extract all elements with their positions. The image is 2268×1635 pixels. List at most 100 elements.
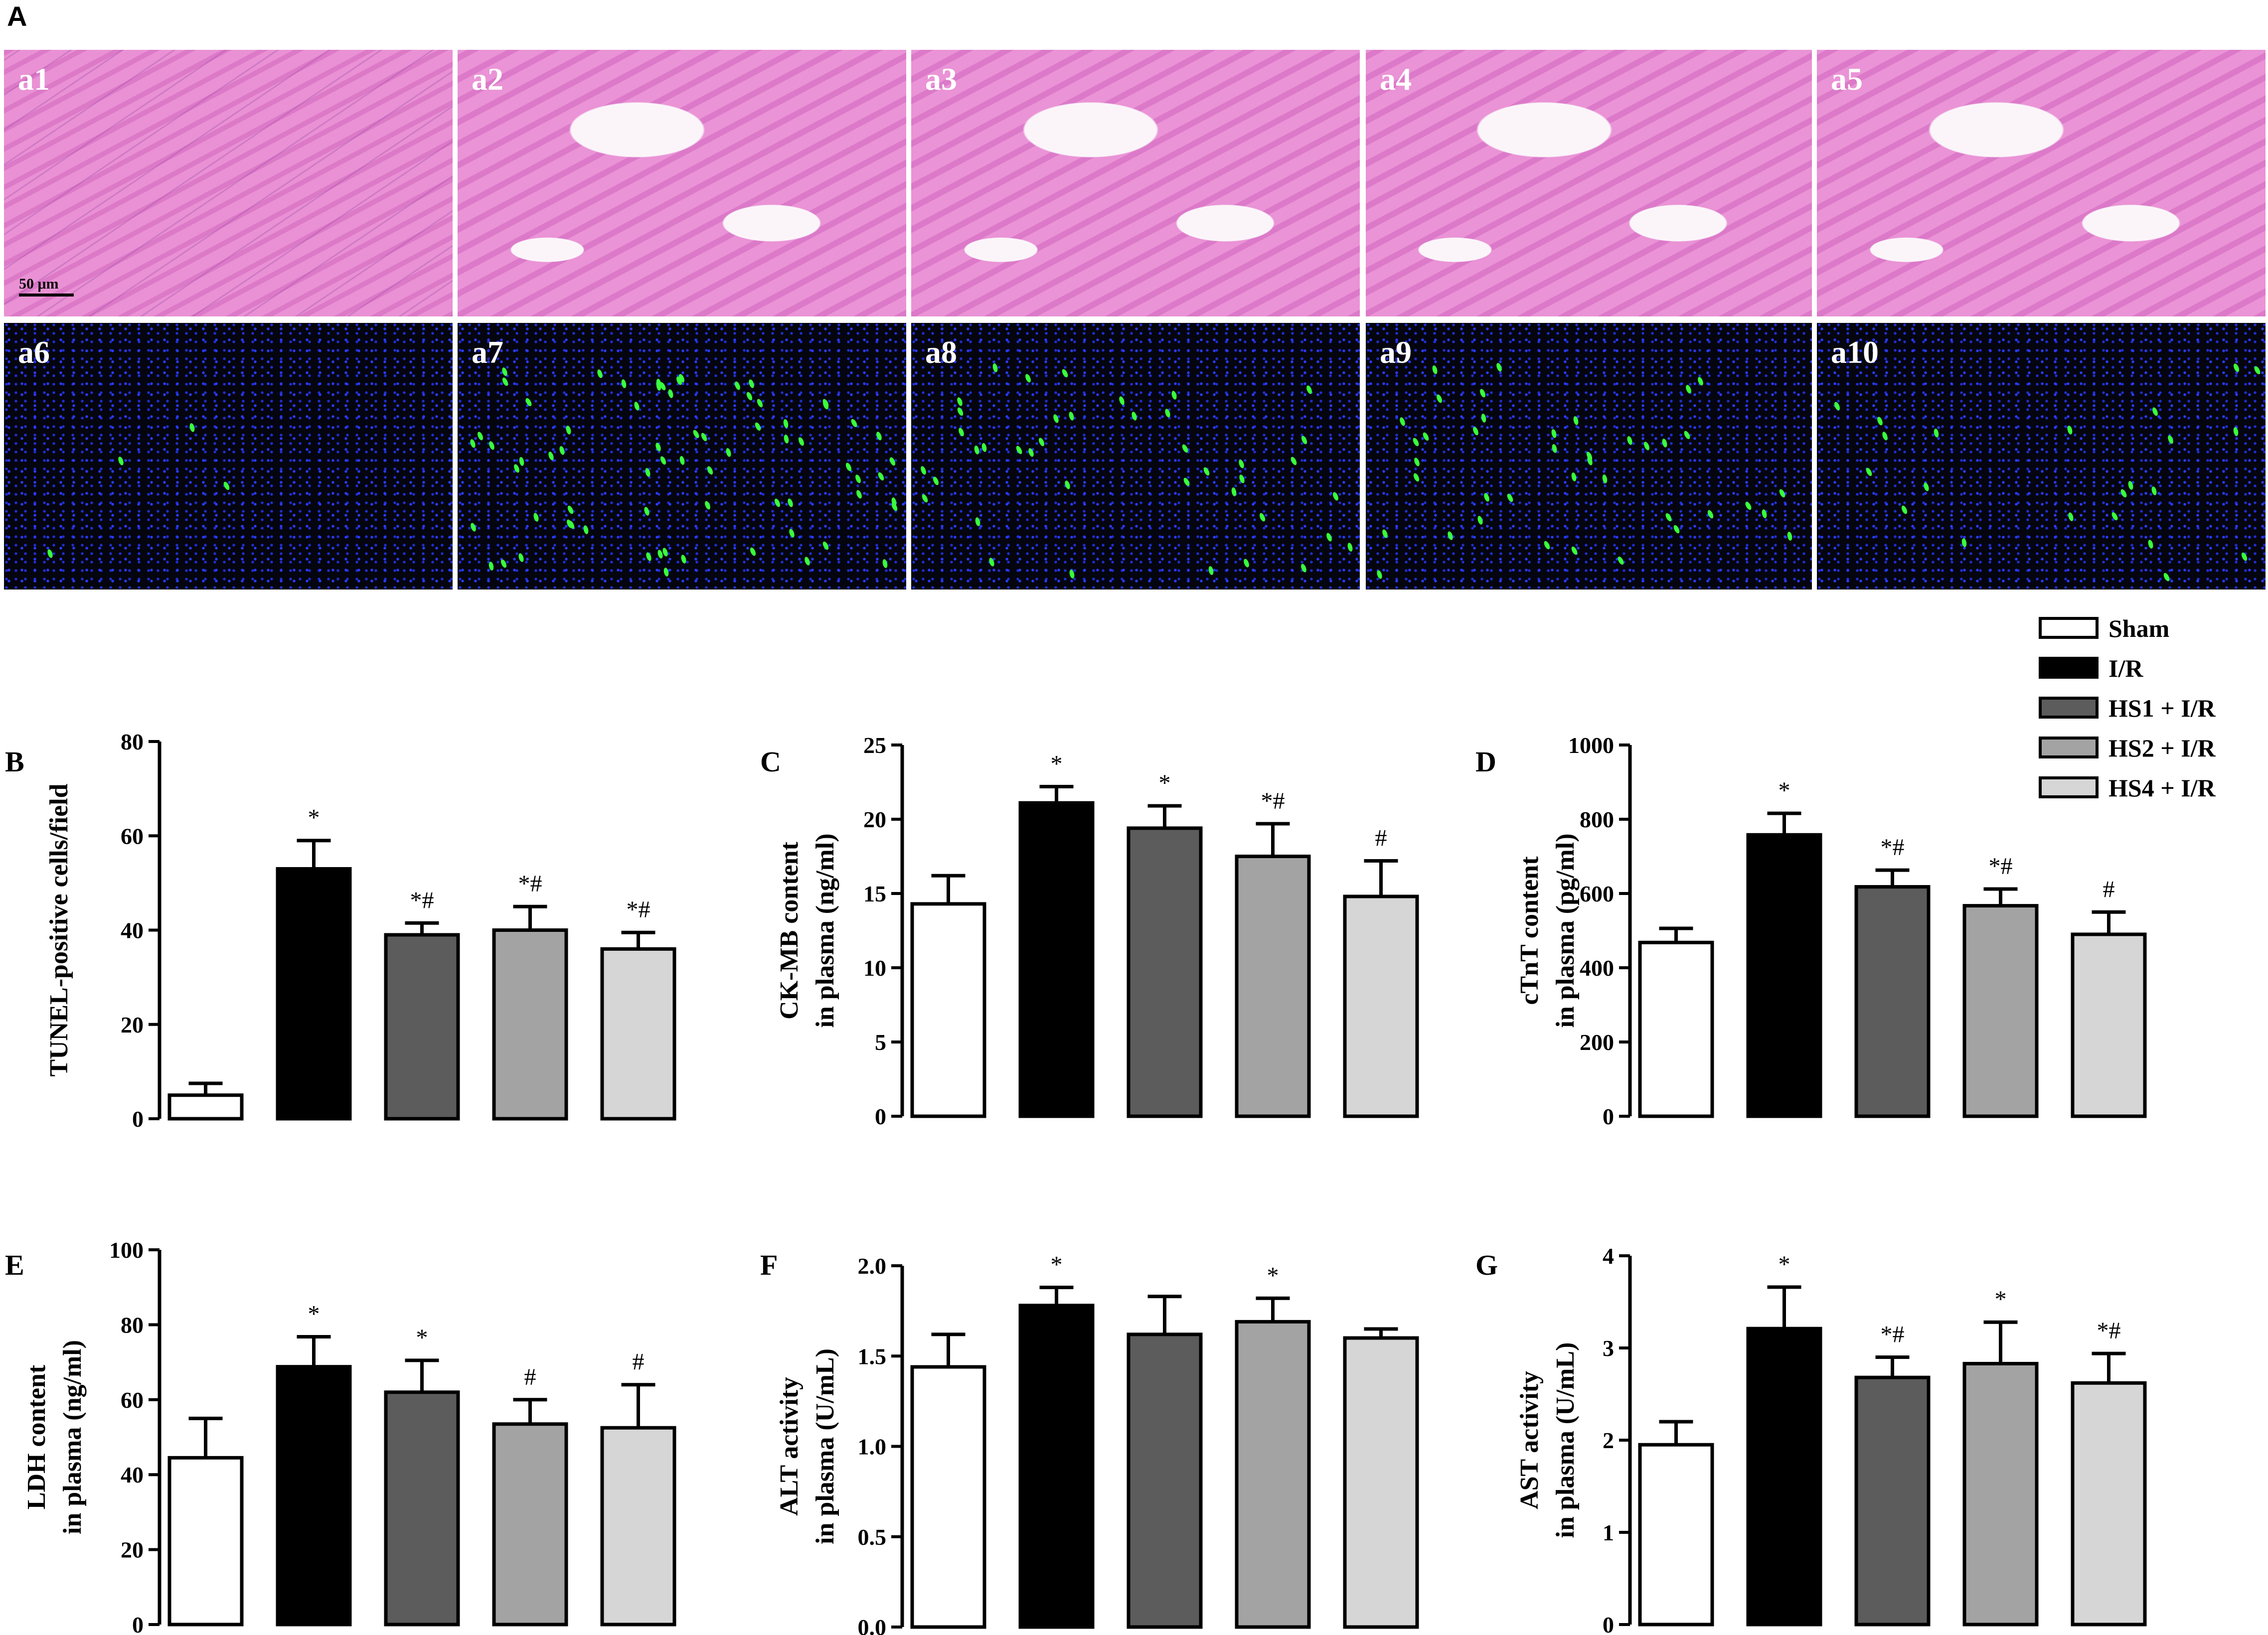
bar-hs1-i-r (1854, 885, 1931, 1118)
significance-mark: * (416, 1325, 428, 1351)
significance-mark: * (1779, 1251, 1790, 1278)
micrograph-a1: a1 50 μm (4, 50, 453, 316)
panel-letter-g: G (1475, 1249, 1498, 1281)
significance-mark: # (633, 1349, 645, 1375)
y-axis-label: in plasma (U/mL) (1551, 1342, 1580, 1538)
legend-swatch (2039, 776, 2099, 798)
y-tick-label: 600 (1580, 881, 1614, 906)
micrograph-label: a8 (925, 334, 957, 370)
bar-hs1-i-r (1127, 826, 1203, 1118)
y-axis-label: cTnT content (1515, 856, 1544, 1005)
micrograph-a9: a9 (1366, 323, 1812, 590)
bar-hs4-i-r (2071, 1381, 2147, 1627)
bar-sham (167, 1093, 244, 1121)
legend-label: HS2 + I/R (2108, 734, 2216, 762)
micrograph-label: a2 (472, 61, 503, 97)
bar-hs2-i-r (1962, 904, 2039, 1118)
y-tick-label: 20 (121, 1012, 144, 1038)
y-tick-label: 100 (109, 1237, 144, 1263)
legend-label: I/R (2108, 654, 2143, 682)
y-axis-label: in plasma (ng/ml) (811, 833, 839, 1028)
y-tick-label: 800 (1580, 807, 1614, 832)
bar-i-r (276, 867, 352, 1121)
bar-i-r (1018, 1304, 1095, 1629)
y-axis-label: in plasma (U/mL) (811, 1348, 839, 1544)
legend-swatch (2039, 657, 2099, 679)
scale-bar-label: 50 μm (19, 276, 59, 292)
significance-mark: *# (518, 871, 542, 897)
y-tick-label: 0 (132, 1612, 144, 1635)
scale-bar (19, 294, 74, 297)
y-tick-label: 20 (121, 1537, 144, 1563)
significance-mark: *# (1881, 834, 1905, 861)
micrograph-a4: a4 (1366, 50, 1812, 316)
bar-hs1-i-r (384, 1390, 460, 1627)
micrograph-label: a5 (1831, 61, 1863, 97)
panel-letter-f: F (760, 1249, 778, 1281)
y-axis-label: AST activity (1515, 1371, 1544, 1509)
micrograph-label: a9 (1380, 334, 1412, 370)
significance-mark: *# (1881, 1322, 1905, 1348)
panel-letter-c: C (760, 745, 781, 778)
y-axis-label: TUNEL-positive cells/field (45, 783, 73, 1076)
y-tick-label: 2.0 (858, 1253, 887, 1279)
bar-i-r (1746, 833, 1822, 1118)
micrograph-label: a10 (1831, 334, 1879, 370)
significance-mark: *# (627, 896, 650, 923)
bar-hs4-i-r (600, 1426, 676, 1627)
y-tick-label: 60 (121, 1387, 144, 1413)
y-tick-label: 1.5 (858, 1343, 887, 1369)
y-axis-label: ALT activity (775, 1377, 804, 1516)
significance-mark: *# (410, 887, 434, 913)
y-tick-label: 1 (1603, 1520, 1614, 1545)
significance-mark: # (2103, 876, 2115, 902)
significance-mark: *# (1989, 853, 2013, 880)
y-tick-label: 0 (875, 1104, 886, 1129)
significance-mark: *# (2097, 1318, 2121, 1344)
y-tick-label: 400 (1580, 955, 1614, 981)
micrograph-a3: a3 (911, 50, 1360, 316)
y-tick-label: 0 (1603, 1612, 1614, 1635)
legend-item: HS4 + I/R (2039, 772, 2248, 802)
bar-sham (1638, 940, 1714, 1118)
legend-item: HS2 + I/R (2039, 733, 2248, 762)
legend-label: HS1 + I/R (2108, 694, 2216, 722)
y-tick-label: 0 (1603, 1104, 1614, 1129)
micrograph-a7: a7 (458, 323, 906, 590)
bar-sham (910, 902, 986, 1118)
y-tick-label: 80 (121, 729, 144, 754)
significance-mark: * (1051, 750, 1063, 777)
bar-i-r (276, 1365, 352, 1627)
bar-sham (167, 1456, 244, 1627)
bar-hs1-i-r (1127, 1333, 1203, 1629)
significance-mark: *# (1261, 788, 1285, 814)
micrograph-label: a3 (925, 61, 957, 97)
y-axis-label: CK-MB content (775, 841, 804, 1019)
bar-hs1-i-r (384, 933, 460, 1121)
y-tick-label: 0 (132, 1106, 144, 1132)
legend-item: Sham (2039, 613, 2248, 643)
bar-i-r (1746, 1327, 1822, 1627)
micrograph-a2: a2 (458, 50, 906, 316)
significance-mark: * (1267, 1262, 1279, 1289)
y-tick-label: 25 (863, 733, 886, 758)
legend-swatch (2039, 617, 2099, 639)
y-tick-label: 0.5 (858, 1524, 887, 1550)
legend-swatch (2039, 737, 2099, 758)
bar-hs2-i-r (1235, 855, 1311, 1118)
y-tick-label: 4 (1603, 1243, 1614, 1269)
micrograph-label: a4 (1380, 61, 1412, 97)
y-tick-label: 2 (1603, 1428, 1614, 1453)
y-tick-label: 15 (863, 881, 886, 906)
y-tick-label: 40 (121, 918, 144, 943)
micrograph-label: a6 (18, 334, 50, 370)
significance-mark: * (1995, 1286, 2007, 1313)
panel-letter-e: E (5, 1249, 24, 1281)
micrograph-a5: a5 (1817, 50, 2266, 316)
micrograph-label: a1 (18, 61, 50, 97)
panel-letter-b: B (5, 745, 24, 778)
y-tick-label: 1000 (1568, 733, 1614, 758)
y-tick-label: 200 (1580, 1030, 1614, 1055)
y-tick-label: 3 (1603, 1336, 1614, 1361)
